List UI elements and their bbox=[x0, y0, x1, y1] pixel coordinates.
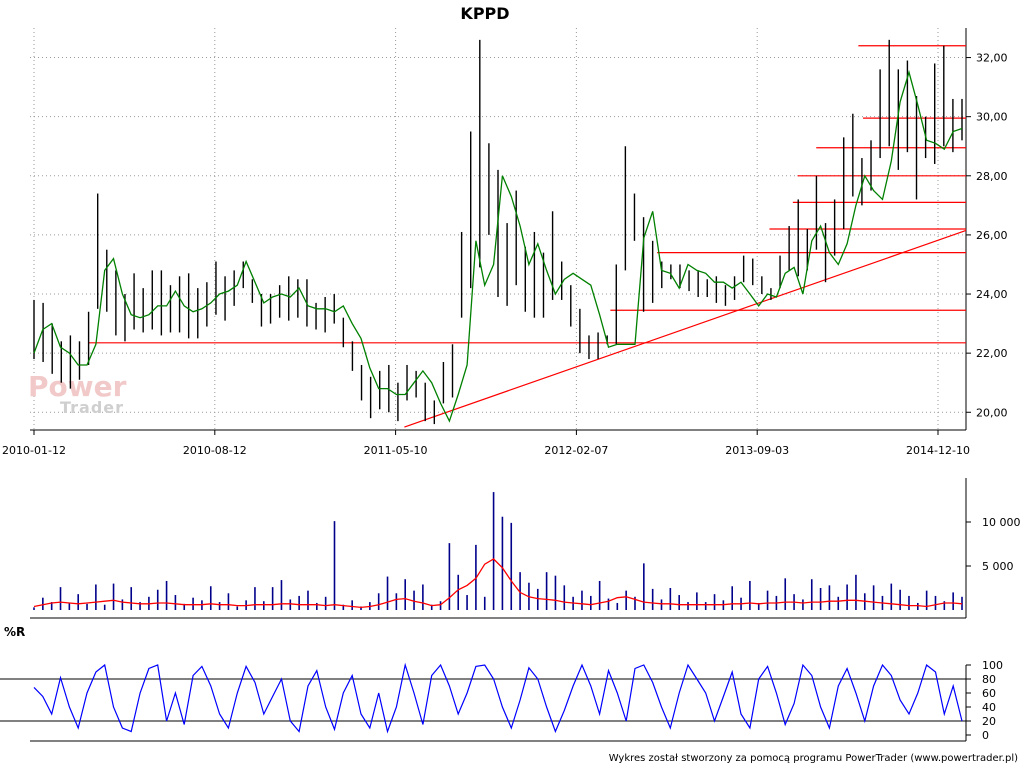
price-y-tick-label: 26,00 bbox=[976, 229, 1008, 242]
chart-title: KPPD bbox=[460, 4, 509, 23]
price-y-tick-label: 24,00 bbox=[976, 288, 1008, 301]
price-x-tick-label: 2011-05-10 bbox=[364, 444, 428, 457]
price-x-tick-label: 2010-08-12 bbox=[183, 444, 247, 457]
wr-y-tick-label: 80 bbox=[982, 673, 996, 686]
price-y-tick-label: 20,00 bbox=[976, 406, 1008, 419]
price-x-tick-label: 2014-12-10 bbox=[906, 444, 970, 457]
price-y-tick-label: 22,00 bbox=[976, 347, 1008, 360]
wr-y-tick-label: 40 bbox=[982, 701, 996, 714]
wr-y-tick-label: 60 bbox=[982, 687, 996, 700]
price-y-tick-label: 30,00 bbox=[976, 111, 1008, 124]
wr-y-tick-label: 0 bbox=[982, 729, 989, 742]
trendline bbox=[404, 229, 967, 428]
wr-y-tick-label: 100 bbox=[982, 659, 1003, 672]
watermark: Power Trader bbox=[28, 370, 127, 417]
price-x-tick-label: 2010-01-12 bbox=[2, 444, 66, 457]
price-y-tick-label: 32,00 bbox=[976, 52, 1008, 65]
volume-panel: 5 000 10 000 bbox=[30, 478, 1021, 619]
wr-y-tick-label: 20 bbox=[982, 715, 996, 728]
price-moving-average-line bbox=[33, 69, 963, 423]
indicator-title: %R bbox=[4, 625, 25, 639]
williams-r-line bbox=[33, 662, 963, 734]
volume-y-tick-label: 10 000 bbox=[982, 516, 1021, 529]
price-panel: 20,00 22,00 24,00 26,00 28,00 30,00 32,00 2010-… bbox=[2, 28, 1008, 457]
footer-credit: Wykres został stworzony za pomocą progra… bbox=[609, 753, 1018, 764]
price-x-tick-label: 2013-09-03 bbox=[725, 444, 789, 457]
watermark-line1: Power bbox=[28, 370, 127, 403]
volume-moving-average-line bbox=[33, 558, 963, 609]
price-x-tick-label: 2012-02-07 bbox=[544, 444, 608, 457]
volume-y-tick-label: 5 000 bbox=[982, 560, 1014, 573]
price-y-tick-label: 28,00 bbox=[976, 170, 1008, 183]
watermark-line2: Trader bbox=[60, 398, 124, 417]
